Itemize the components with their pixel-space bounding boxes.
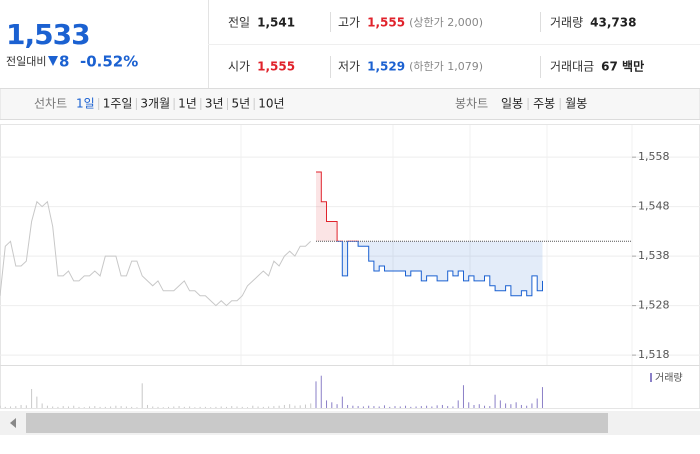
stat-value: 1,555 xyxy=(367,16,405,30)
period-tab[interactable]: 5년 xyxy=(232,97,251,111)
period-tab[interactable]: 3개월 xyxy=(140,97,170,111)
area-down xyxy=(316,241,543,296)
plot: 1,518 1,528 1,538 1,548 1,558 xyxy=(0,150,700,408)
stat-value: 67 백만 xyxy=(601,59,644,74)
price-line-down xyxy=(336,241,543,297)
change: 8 xyxy=(59,53,69,71)
stat-label: 전일 xyxy=(228,16,250,30)
change-label: 전일대비 xyxy=(6,54,46,68)
stat-label: 시가 xyxy=(228,60,250,74)
scroll-thumb[interactable] xyxy=(26,413,608,433)
stat-note: (상한가 2,000) xyxy=(409,16,483,29)
tab-heading: 선차트 xyxy=(34,97,67,111)
period-tab[interactable]: 1일 xyxy=(76,97,95,111)
change-pct: -0.52% xyxy=(80,53,138,71)
tabs: 선차트 1일 1주일 3개월 1년 3년 5년 10년 봉차트 일봉 주봉 월봉 xyxy=(34,97,587,111)
stat-note: (하한가 1,079) xyxy=(409,59,483,73)
period-tab[interactable]: 1년 xyxy=(178,97,197,111)
price-line xyxy=(0,200,312,307)
y-tick-label: 1,518 xyxy=(638,348,670,361)
tab-heading: 봉차트 xyxy=(455,97,488,111)
period-tab[interactable]: 3년 xyxy=(205,97,224,111)
stat-label: 고가 xyxy=(338,16,360,30)
legend-label: 거래량 xyxy=(655,372,683,384)
scroll-left[interactable] xyxy=(10,418,16,428)
period-tab[interactable]: 주봉 xyxy=(533,97,555,111)
stat-value: 1,529 xyxy=(367,60,405,74)
period-tab[interactable]: 10년 xyxy=(258,97,284,111)
period-tab[interactable]: 1주일 xyxy=(103,97,133,111)
y-tick-label: 1,538 xyxy=(638,249,670,262)
stat-value: 43,738 xyxy=(590,16,636,30)
y-tick-label: 1,548 xyxy=(638,200,670,213)
legend-swatch xyxy=(650,373,652,382)
chart-frame xyxy=(0,124,700,409)
down-arrow xyxy=(48,56,58,66)
stats: 전일 1,541 고가 1,555 (상한가 2,000) 거래량 43,738 시가 1,55… xyxy=(228,16,644,74)
stat-label: 거래대금 xyxy=(550,60,594,74)
y-tick-label: 1,528 xyxy=(638,299,670,312)
period-tab[interactable]: 월봉 xyxy=(565,97,587,111)
price: 1,533 xyxy=(6,18,90,51)
stat-value: 1,555 xyxy=(257,60,295,74)
y-tick-label: 1,558 xyxy=(638,150,670,163)
stat-label: 거래량 xyxy=(550,16,583,30)
period-tab[interactable]: 일봉 xyxy=(501,97,523,111)
stat-label: 저가 xyxy=(338,60,360,74)
stat-value: 1,541 xyxy=(257,16,295,30)
tab-bar xyxy=(0,88,700,120)
v-grid xyxy=(240,125,633,408)
